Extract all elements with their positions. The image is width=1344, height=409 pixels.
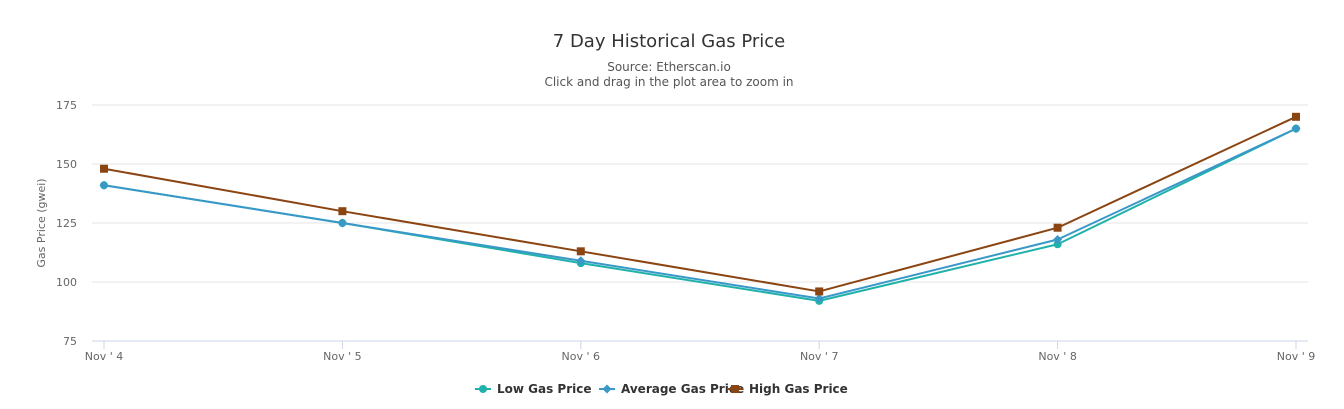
y-axis-title: Gas Price (gwei) [35, 178, 48, 267]
y-tick-label: 75 [63, 335, 77, 348]
legend-swatch-marker [479, 385, 487, 393]
legend-label: Low Gas Price [497, 382, 592, 396]
high-gas-price-point [1053, 223, 1062, 232]
legend-label: Average Gas Price [621, 382, 744, 396]
average-gas-price-point [1291, 124, 1301, 134]
x-tick-label: Nov ' 4 [85, 350, 123, 363]
x-tick-label: Nov ' 9 [1277, 350, 1315, 363]
axes: 75 100 125 150 175 Nov ' 4 Nov ' 5 Nov ' 6 Nov '… [56, 99, 1315, 363]
y-tick-label: 175 [56, 99, 77, 112]
y-tick-label: 150 [56, 158, 77, 171]
legend-swatch-marker [731, 385, 739, 393]
chart-title: 7 Day Historical Gas Price [553, 31, 785, 52]
low-gas-price-point [1053, 240, 1062, 249]
high-gas-price-point [100, 164, 108, 173]
average-gas-price-point [576, 256, 586, 266]
high-gas-price-line [103, 115, 1297, 293]
legend-item-high-gas-price[interactable]: High Gas Price [727, 382, 848, 396]
average-gas-price-point [814, 294, 824, 304]
series-lines [103, 115, 1297, 302]
high-gas-price-point [338, 207, 347, 216]
average-gas-price-line [103, 127, 1297, 300]
legend: Low Gas Price Average Gas Price High Gas P… [475, 382, 848, 396]
legend-label: High Gas Price [749, 382, 848, 396]
average-gas-price-point [337, 218, 347, 228]
x-tick-label: Nov ' 6 [562, 350, 600, 363]
y-tick-label: 125 [56, 217, 77, 230]
legend-item-average-gas-price[interactable]: Average Gas Price [599, 382, 744, 396]
x-tick-label: Nov ' 8 [1038, 350, 1076, 363]
high-gas-price-point [576, 247, 585, 256]
low-gas-price-line [103, 127, 1297, 302]
x-tick-label: Nov ' 7 [800, 350, 838, 363]
x-tick-label: Nov ' 5 [323, 350, 361, 363]
chart-subtitle-hint: Click and drag in the plot area to zoom … [544, 75, 793, 89]
high-gas-price-point [815, 287, 824, 296]
series-markers [99, 112, 1301, 305]
grid-lines [92, 104, 1308, 283]
legend-swatch-marker [602, 384, 612, 394]
y-tick-label: 100 [56, 276, 77, 289]
high-gas-price-point [1292, 112, 1300, 121]
chart-subtitle-source: Source: Etherscan.io [607, 60, 731, 74]
average-gas-price-point [1053, 235, 1063, 245]
average-gas-price-point [99, 180, 109, 190]
legend-item-low-gas-price[interactable]: Low Gas Price [475, 382, 592, 396]
